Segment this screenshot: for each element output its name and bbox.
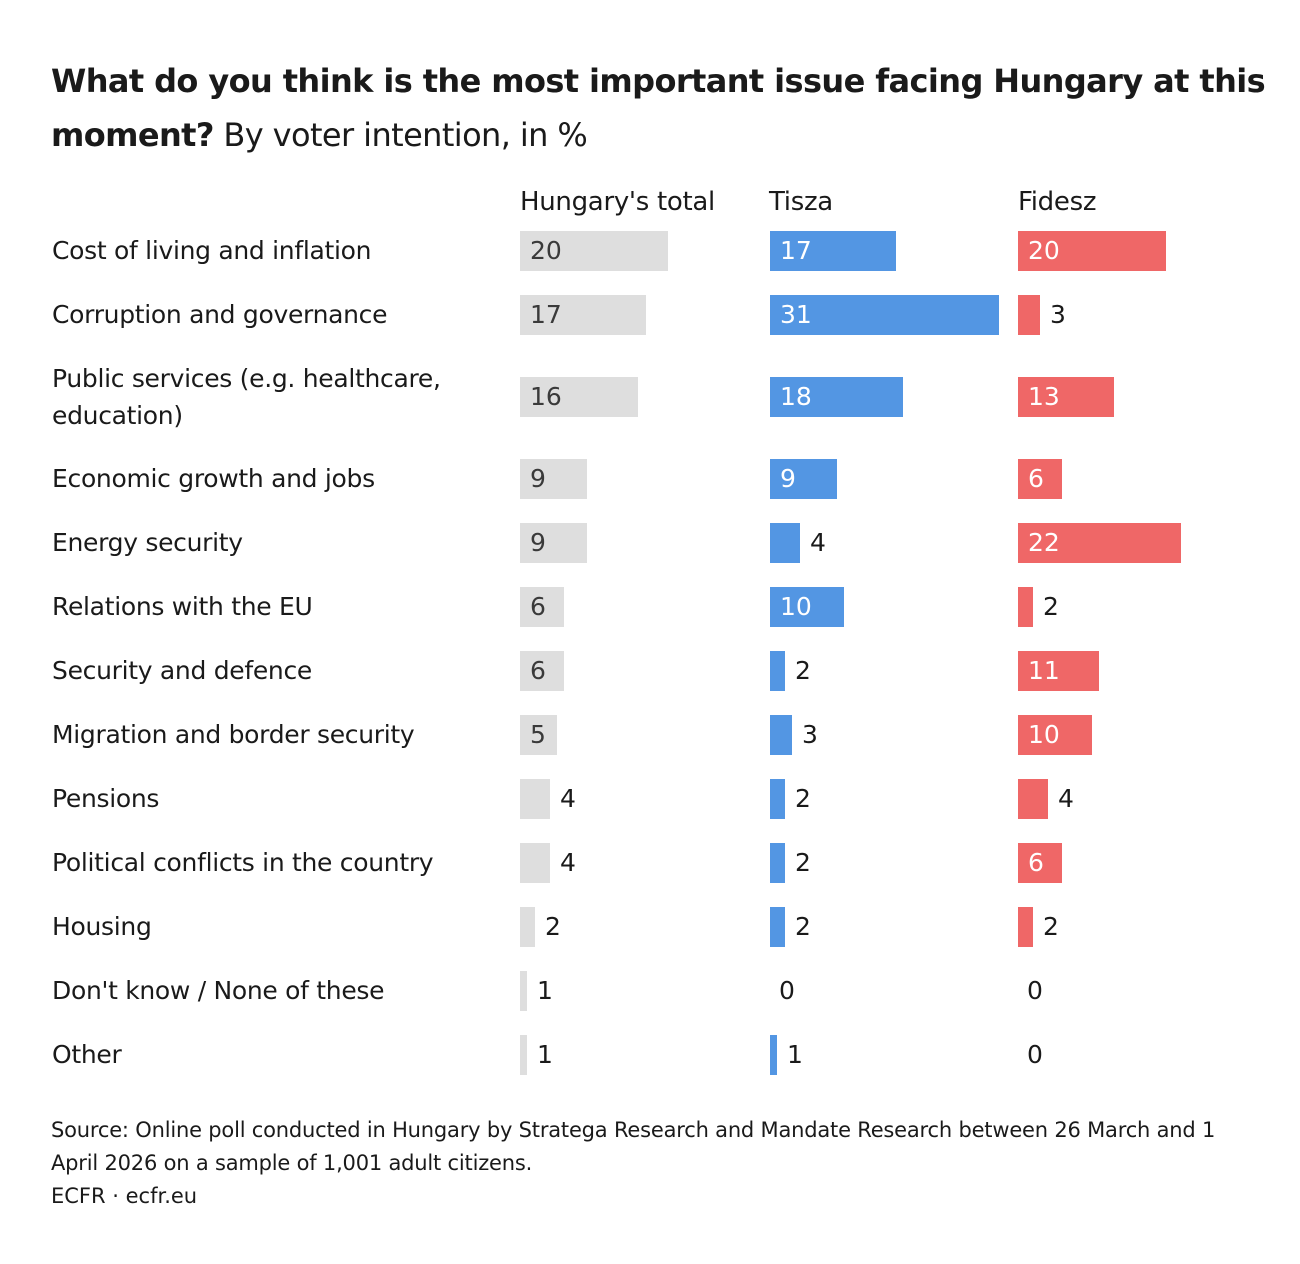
value-label-tisza: 31 <box>780 300 812 329</box>
value-label-fidesz: 20 <box>1028 236 1060 265</box>
value-label-total: 17 <box>530 300 562 329</box>
bar-tisza <box>770 377 903 417</box>
value-label-total: 6 <box>530 656 546 685</box>
value-label-total: 2 <box>545 912 561 941</box>
value-label-tisza: 2 <box>795 656 811 685</box>
bar-tisza <box>770 1035 777 1075</box>
category-label: Corruption and governance <box>52 300 388 329</box>
category-label: Other <box>52 1040 122 1069</box>
category-label: Relations with the EU <box>52 592 313 621</box>
bar-fidesz <box>1018 459 1062 499</box>
value-label-tisza: 0 <box>779 976 795 1005</box>
category-label: Cost of living and inflation <box>52 236 372 265</box>
bar-total <box>520 843 550 883</box>
value-label-total: 5 <box>530 720 546 749</box>
bar-tisza <box>770 907 785 947</box>
chart-subtitle: By voter intention, in % <box>223 116 588 154</box>
value-label-total: 20 <box>530 236 562 265</box>
bar-fidesz <box>1018 295 1040 335</box>
value-label-total: 4 <box>560 848 576 877</box>
value-label-tisza: 17 <box>780 236 812 265</box>
chart-title: What do you think is the most important … <box>51 54 1266 162</box>
column-header-tisza: Tisza <box>769 187 833 217</box>
bar-fidesz <box>1018 231 1166 271</box>
credit-note: ECFR · ecfr.eu <box>51 1184 198 1208</box>
value-label-tisza: 2 <box>795 848 811 877</box>
category-label: Energy security <box>52 528 243 557</box>
value-label-fidesz: 6 <box>1028 848 1044 877</box>
value-label-fidesz: 3 <box>1050 300 1066 329</box>
value-label-total: 6 <box>530 592 546 621</box>
column-header-fidesz: Fidesz <box>1018 187 1097 217</box>
bar-total <box>520 377 638 417</box>
category-label: Housing <box>52 912 152 941</box>
source-note: Source: Online poll conducted in Hungary… <box>51 1118 1216 1175</box>
bar-total <box>520 295 646 335</box>
category-label: Security and defence <box>52 656 312 685</box>
bar-fidesz <box>1018 651 1099 691</box>
bar-total <box>520 779 550 819</box>
bar-total <box>520 1035 527 1075</box>
bar-tisza <box>770 587 844 627</box>
value-label-fidesz: 13 <box>1028 382 1060 411</box>
value-label-tisza: 10 <box>780 592 812 621</box>
value-label-tisza: 9 <box>780 464 796 493</box>
value-label-fidesz: 4 <box>1058 784 1074 813</box>
value-label-fidesz: 10 <box>1028 720 1060 749</box>
bar-tisza <box>770 779 785 819</box>
category-label: Political conflicts in the country <box>52 848 434 877</box>
bar-fidesz <box>1018 523 1181 563</box>
bar-tisza <box>770 715 792 755</box>
bar-total <box>520 587 564 627</box>
bar-total <box>520 523 587 563</box>
bar-tisza <box>770 843 785 883</box>
bar-fidesz <box>1018 779 1048 819</box>
value-label-fidesz: 11 <box>1028 656 1060 685</box>
bar-tisza <box>770 295 999 335</box>
bar-total <box>520 651 564 691</box>
category-label: Public services (e.g. healthcare, educat… <box>52 364 441 430</box>
category-label: Economic growth and jobs <box>52 464 375 493</box>
bar-total <box>520 971 527 1011</box>
value-label-tisza: 2 <box>795 784 811 813</box>
bar-fidesz <box>1018 587 1033 627</box>
category-label: Migration and border security <box>52 720 415 749</box>
value-label-total: 1 <box>537 1040 553 1069</box>
value-label-tisza: 18 <box>780 382 812 411</box>
bar-tisza <box>770 459 837 499</box>
value-label-tisza: 1 <box>787 1040 803 1069</box>
value-label-fidesz: 0 <box>1027 976 1043 1005</box>
value-label-fidesz: 0 <box>1027 1040 1043 1069</box>
bar-tisza <box>770 523 800 563</box>
bar-tisza <box>770 651 785 691</box>
category-label: Pensions <box>52 784 160 813</box>
value-label-total: 16 <box>530 382 562 411</box>
bar-total <box>520 907 535 947</box>
value-label-tisza: 2 <box>795 912 811 941</box>
bar-total <box>520 459 587 499</box>
value-label-total: 9 <box>530 464 546 493</box>
bar-total <box>520 231 668 271</box>
value-label-tisza: 4 <box>810 528 826 557</box>
bar-tisza <box>770 231 896 271</box>
value-label-fidesz: 6 <box>1028 464 1044 493</box>
value-label-fidesz: 22 <box>1028 528 1060 557</box>
bar-fidesz <box>1018 715 1092 755</box>
value-label-fidesz: 2 <box>1043 912 1059 941</box>
chart-title-main: What do you think is the most important … <box>51 62 1266 154</box>
bar-fidesz <box>1018 907 1033 947</box>
bar-total <box>520 715 557 755</box>
value-label-total: 9 <box>530 528 546 557</box>
category-label: Don't know / None of these <box>52 976 385 1005</box>
value-label-fidesz: 2 <box>1043 592 1059 621</box>
bar-fidesz <box>1018 377 1114 417</box>
value-label-tisza: 3 <box>802 720 818 749</box>
column-header-total: Hungary's total <box>520 187 715 217</box>
bar-fidesz <box>1018 843 1062 883</box>
value-label-total: 1 <box>537 976 553 1005</box>
value-label-total: 4 <box>560 784 576 813</box>
